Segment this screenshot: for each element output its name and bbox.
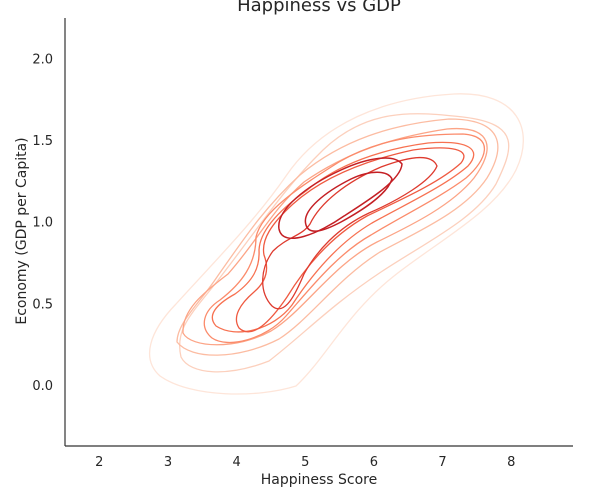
contour-level-peak [304, 171, 393, 232]
y-tick-label: 0.5 [32, 297, 53, 312]
x-tick-label: 5 [301, 455, 309, 470]
contour-level-4 [182, 127, 488, 346]
x-axis-label: Happiness Score [261, 472, 378, 488]
x-tick-label: 6 [370, 455, 378, 470]
contour-level-5 [203, 133, 486, 344]
contour-level-2 [179, 113, 510, 373]
x-tick-label: 7 [438, 455, 446, 470]
x-tick-label: 4 [232, 455, 240, 470]
y-tick-labels: 0.0 0.5 1.0 1.5 2.0 [32, 52, 53, 394]
contour-level-8 [262, 156, 438, 310]
contour-group [148, 93, 524, 395]
contour-level-6 [211, 141, 475, 333]
chart-title: Happiness vs GDP [237, 0, 401, 16]
x-tick-label: 8 [507, 455, 515, 470]
y-tick-label: 1.0 [32, 216, 53, 231]
x-tick-labels: 2 3 4 5 6 7 8 [95, 455, 515, 470]
contour-level-1 [148, 93, 524, 395]
x-tick-label: 3 [164, 455, 172, 470]
y-tick-label: 2.0 [32, 52, 53, 67]
y-tick-label: 1.5 [32, 134, 53, 149]
x-tick-label: 2 [95, 455, 103, 470]
contour-level-3 [176, 118, 499, 356]
y-axis-label: Economy (GDP per Capita) [14, 137, 30, 324]
y-tick-label: 0.0 [32, 379, 53, 394]
